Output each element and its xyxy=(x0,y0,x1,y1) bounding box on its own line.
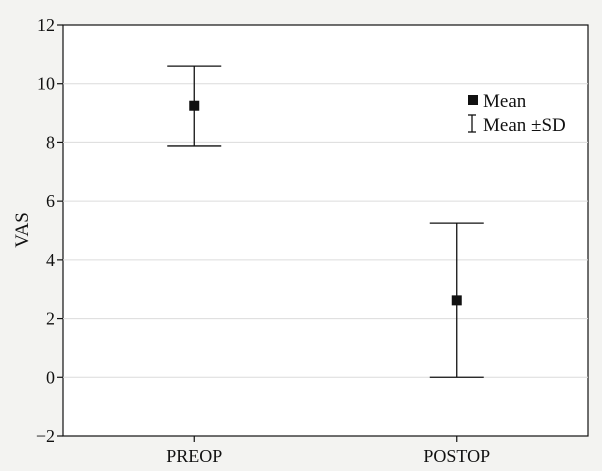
data-series xyxy=(167,65,484,378)
y-tick-label: 8 xyxy=(46,132,55,152)
y-tick-label: 0 xyxy=(46,367,55,387)
error-bar-preop xyxy=(167,65,222,147)
legend-sd-label: Mean ±SD xyxy=(483,115,566,136)
legend-mean-marker xyxy=(468,95,478,105)
x-tick-label: POSTOP xyxy=(423,446,490,466)
y-tick-label: 4 xyxy=(46,250,55,270)
legend: Mean Mean ±SD xyxy=(468,91,566,136)
legend-mean-label: Mean xyxy=(483,91,527,112)
plot-area xyxy=(62,24,589,437)
y-axis: −2 0 2 4 6 8 10 12 xyxy=(36,15,63,446)
y-tick-label: 12 xyxy=(37,15,55,35)
error-bar-postop xyxy=(429,222,484,378)
y-tick-label: 10 xyxy=(37,74,55,94)
y-axis-title: VAS xyxy=(12,212,33,248)
x-axis: PREOP POSTOP xyxy=(166,436,490,466)
legend-sd-marker xyxy=(468,114,476,133)
mean-marker xyxy=(451,295,462,306)
y-tick-label: −2 xyxy=(36,426,55,446)
x-tick-label: PREOP xyxy=(166,446,222,466)
y-tick-label: 2 xyxy=(46,309,55,329)
mean-marker xyxy=(189,100,200,111)
grid-lines xyxy=(63,83,588,378)
y-tick-label: 6 xyxy=(46,191,55,211)
